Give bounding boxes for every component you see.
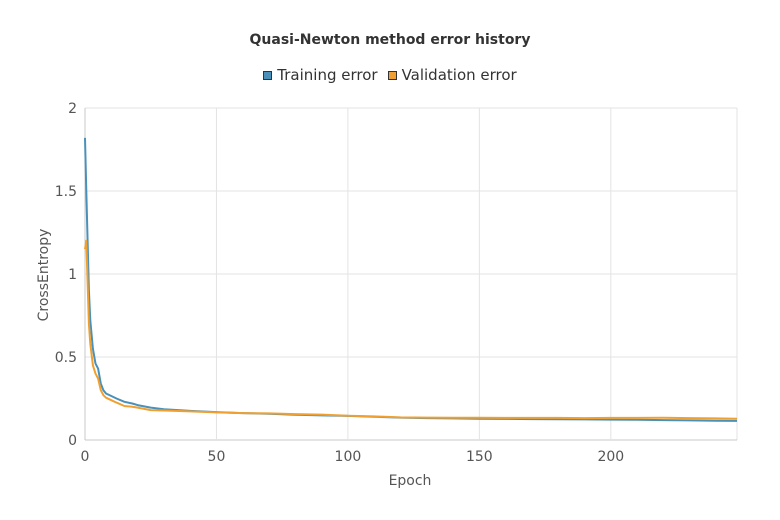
legend-label-validation: Validation error: [401, 66, 517, 84]
legend-item-training[interactable]: Training error: [263, 66, 378, 84]
grid: [84, 107, 738, 441]
x-tick-label: 50: [208, 449, 226, 465]
y-tick-label: 2: [68, 101, 77, 117]
legend-item-validation[interactable]: Validation error: [387, 66, 517, 84]
y-tick-label: 1: [68, 267, 77, 283]
legend-label-training: Training error: [277, 66, 378, 84]
y-tick-label: 0: [68, 433, 77, 449]
legend-swatch-training: [263, 70, 273, 80]
x-tick-label: 0: [81, 449, 90, 465]
legend-swatch-validation: [387, 70, 397, 80]
series-lines: [84, 137, 738, 422]
x-tick-label: 100: [335, 449, 362, 465]
x-axis-title: Epoch: [389, 473, 432, 489]
tick-labels: 0 0.5 1 1.5 2 0 50 100 150 200: [55, 101, 624, 465]
x-tick-label: 200: [597, 449, 624, 465]
x-tick-label: 150: [466, 449, 493, 465]
y-axis-title: CrossEntropy: [36, 229, 52, 322]
y-tick-label: 0.5: [55, 350, 77, 366]
series-line-validation: [84, 239, 738, 420]
chart-title: Quasi-Newton method error history: [249, 32, 531, 48]
series-line-training: [84, 137, 738, 422]
legend: Training error Validation error: [0, 66, 780, 84]
y-tick-label: 1.5: [55, 184, 77, 200]
